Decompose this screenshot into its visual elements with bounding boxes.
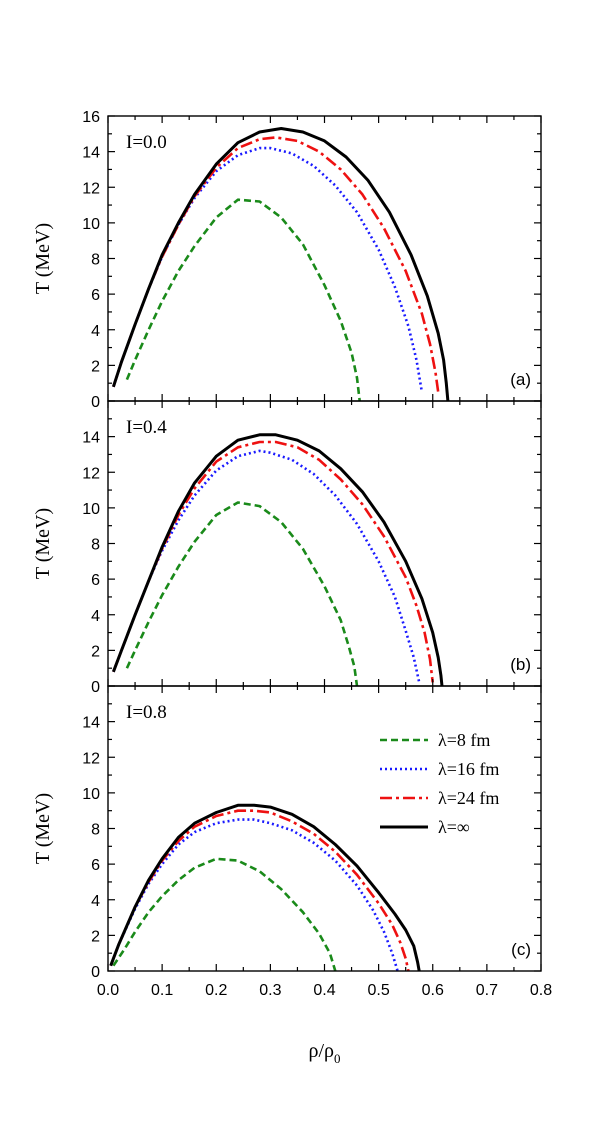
y-tick-label: 4 xyxy=(91,323,100,340)
x-tick-label: 0.4 xyxy=(313,982,335,999)
x-tick-label: 0.2 xyxy=(205,982,227,999)
y-tick-label: 4 xyxy=(91,893,100,910)
legend: λ=8 fm λ=16 fm λ=24 fm λ=∞ xyxy=(380,730,499,837)
panel-tag: (a) xyxy=(510,370,531,389)
y-tick-label: 14 xyxy=(82,145,100,162)
y-tick-label: 12 xyxy=(82,465,100,482)
panel-annotation: I=0.4 xyxy=(126,417,167,438)
plot-frame xyxy=(107,400,542,687)
y-tick-label: 12 xyxy=(82,750,100,767)
x-tick-label: 0.5 xyxy=(368,982,390,999)
y-tick-label: 6 xyxy=(91,287,100,304)
y-tick-label: 10 xyxy=(82,216,100,233)
legend-label: λ=24 fm xyxy=(438,788,499,808)
y-tick-label: 8 xyxy=(91,252,100,269)
panel-a: 0 2 4 6 8 10 12 14 16 I=0.0 (a) xyxy=(82,109,542,411)
x-tick-label: 0.7 xyxy=(476,982,498,999)
series-line xyxy=(109,809,410,972)
y-tick-label: 0 xyxy=(91,679,100,696)
y-tick-label: 8 xyxy=(91,822,100,839)
panel-annotation: I=0.8 xyxy=(126,702,167,723)
y-tick-label: 4 xyxy=(91,608,100,625)
y-tick-label: 16 xyxy=(82,109,100,126)
y-tick-label: 6 xyxy=(91,857,100,874)
y-tick-label: 2 xyxy=(91,928,100,945)
series-line xyxy=(125,198,361,402)
y-tick-label: 10 xyxy=(82,786,100,803)
x-tick-label: 0.8 xyxy=(530,982,552,999)
series-line xyxy=(112,440,434,683)
y-tick-label: 0 xyxy=(91,964,100,981)
x-tick-label: 0.1 xyxy=(151,982,173,999)
series-line xyxy=(112,146,424,393)
y-axis-title-a: T (MeV) xyxy=(32,223,54,294)
y-tick-label: 10 xyxy=(82,501,100,518)
y-axis-title-c: T (MeV) xyxy=(32,793,54,864)
x-tick-label: 0.3 xyxy=(259,982,281,999)
series-line xyxy=(112,449,421,683)
y-axis-title-b: T (MeV) xyxy=(32,508,54,579)
panel-tag: (c) xyxy=(511,940,531,959)
panel-annotation: I=0.0 xyxy=(126,132,167,153)
plot-frame xyxy=(107,115,542,402)
legend-label: λ=8 fm xyxy=(438,730,490,750)
series-line xyxy=(109,803,421,972)
plot-frame xyxy=(107,685,542,972)
legend-label: λ=∞ xyxy=(438,817,470,837)
y-tick-label: 14 xyxy=(82,430,100,447)
panel-c: 0 2 4 6 8 10 12 14 I=0.8 (c) xyxy=(82,685,542,981)
series-line xyxy=(125,501,359,687)
y-tick-label: 2 xyxy=(91,358,100,375)
x-tick-label: 0.6 xyxy=(422,982,444,999)
series-line xyxy=(111,433,444,687)
series-line xyxy=(112,857,337,972)
chart-panels: 0 2 4 6 8 10 12 14 16 I=0.0 (a) 0 2 4 6 8 10 12 14 I=0.4 (b)… xyxy=(82,109,552,999)
x-tick-label: 0.0 xyxy=(97,982,119,999)
y-tick-label: 8 xyxy=(91,537,100,554)
x-axis-title: ρ/ρ0 xyxy=(308,1040,340,1066)
panel-b: 0 2 4 6 8 10 12 14 I=0.4 (b) xyxy=(82,400,542,696)
x-axis-title-main: ρ/ρ xyxy=(308,1040,334,1062)
y-tick-label: 6 xyxy=(91,572,100,589)
series-line xyxy=(109,818,399,972)
panel-tag: (b) xyxy=(510,655,531,674)
y-tick-label: 12 xyxy=(82,180,100,197)
series-line xyxy=(112,136,440,393)
y-tick-label: 14 xyxy=(82,715,100,732)
series-line xyxy=(111,127,450,402)
x-axis-title-subscript: 0 xyxy=(334,1051,341,1066)
legend-label: λ=16 fm xyxy=(438,759,499,779)
y-tick-label: 2 xyxy=(91,643,100,660)
y-tick-label: 0 xyxy=(91,394,100,411)
